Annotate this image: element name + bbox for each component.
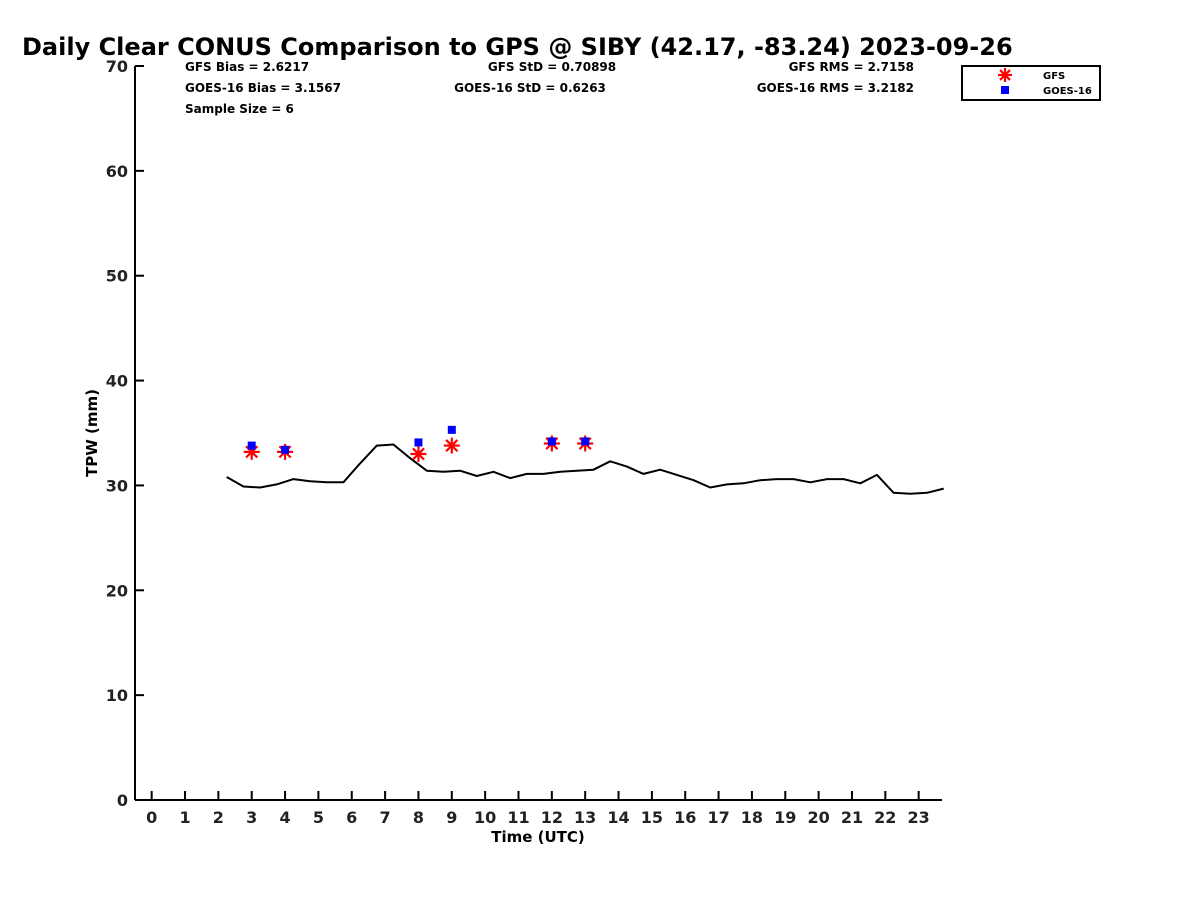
x-tick-label: 7 [380,808,391,827]
legend-markers [998,68,1012,94]
x-tick-label: 15 [641,808,663,827]
chart-title: Daily Clear CONUS Comparison to GPS @ SI… [22,33,1013,61]
goes16-point [547,437,556,446]
y-axis-label: TPW (mm) [83,389,101,477]
stat-gfs-std: GFS StD = 0.70898 [488,60,616,74]
y-ticks: 0 10 20 30 40 50 60 70 [106,57,144,810]
x-tick-label: 17 [707,808,729,827]
y-tick-label: 40 [106,372,128,391]
legend-box [961,65,1101,101]
stat-goes-bias: GOES-16 Bias = 3.1567 [185,81,341,95]
x-axis-label: Time (UTC) [491,828,585,846]
y-tick-label: 60 [106,162,128,181]
plot-axes [134,66,942,801]
series-layer [226,425,944,495]
stat-goes-rms: GOES-16 RMS = 3.2182 [757,81,914,95]
stat-gfs-bias: GFS Bias = 2.6217 [185,60,309,74]
gps-line-series [226,443,944,495]
gfs-point [410,445,427,462]
legend-label-gfs: GFS [1043,71,1065,82]
x-tick-label: 14 [607,808,629,827]
x-tick-label: 18 [741,808,763,827]
goes16-point [447,425,456,434]
x-ticks: 0 1 2 3 4 5 6 7 8 9 10 11 12 13 14 15 16 17 18 19 20 21 22 23 [146,791,930,827]
x-tick-label: 10 [474,808,496,827]
goes16-point [281,445,290,454]
stat-goes-std: GOES-16 StD = 0.6263 [454,81,606,95]
x-tick-label: 1 [179,808,190,827]
x-tick-label: 12 [541,808,563,827]
x-tick-label: 3 [246,808,257,827]
x-tick-label: 22 [874,808,896,827]
goes16-point [414,438,423,447]
x-tick-label: 13 [574,808,596,827]
goes16-point [247,441,256,450]
y-tick-label: 20 [106,581,128,600]
legend-marker-gfs [998,68,1012,82]
y-tick-label: 30 [106,476,128,495]
gfs-point [443,437,460,454]
x-tick-label: 9 [446,808,457,827]
x-tick-label: 21 [841,808,863,827]
x-tick-label: 0 [146,808,157,827]
stat-gfs-rms: GFS RMS = 2.7158 [789,60,914,74]
x-tick-label: 6 [346,808,357,827]
stats-annotations: GFS Bias = 2.6217 GFS StD = 0.70898 GFS … [185,60,914,116]
y-tick-label: 50 [106,267,128,286]
y-tick-label: 70 [106,57,128,76]
stat-sample-size: Sample Size = 6 [185,102,294,116]
legend-label-goes16: GOES-16 [1043,86,1092,97]
x-tick-label: 20 [807,808,829,827]
legend: GFS GOES-16 [961,65,1101,101]
x-tick-label: 23 [908,808,930,827]
x-tick-label: 4 [279,808,290,827]
x-tick-label: 8 [413,808,424,827]
legend-marker-goes16 [1001,86,1009,94]
x-tick-label: 2 [213,808,224,827]
x-tick-label: 19 [774,808,796,827]
x-tick-label: 5 [313,808,324,827]
y-tick-label: 0 [117,791,128,810]
goes16-point [581,437,590,446]
x-tick-label: 16 [674,808,696,827]
y-tick-label: 10 [106,686,128,705]
x-tick-label: 11 [507,808,529,827]
